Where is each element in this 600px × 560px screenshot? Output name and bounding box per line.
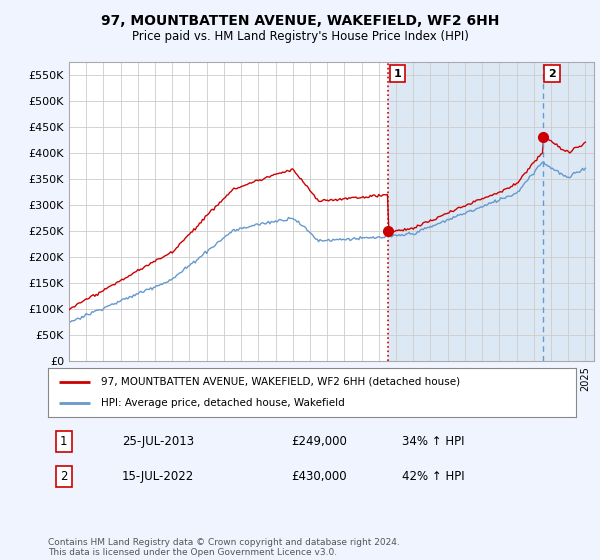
Text: 1: 1: [394, 68, 401, 78]
Text: 1: 1: [60, 435, 68, 448]
Text: 97, MOUNTBATTEN AVENUE, WAKEFIELD, WF2 6HH: 97, MOUNTBATTEN AVENUE, WAKEFIELD, WF2 6…: [101, 14, 499, 28]
Text: 42% ↑ HPI: 42% ↑ HPI: [402, 470, 464, 483]
Text: HPI: Average price, detached house, Wakefield: HPI: Average price, detached house, Wake…: [101, 398, 344, 408]
Text: 25-JUL-2013: 25-JUL-2013: [122, 435, 194, 448]
Text: Price paid vs. HM Land Registry's House Price Index (HPI): Price paid vs. HM Land Registry's House …: [131, 30, 469, 43]
Text: 2: 2: [548, 68, 556, 78]
Text: £249,000: £249,000: [291, 435, 347, 448]
Text: 34% ↑ HPI: 34% ↑ HPI: [402, 435, 464, 448]
Text: Contains HM Land Registry data © Crown copyright and database right 2024.
This d: Contains HM Land Registry data © Crown c…: [48, 538, 400, 557]
Text: 2: 2: [60, 470, 68, 483]
Text: 97, MOUNTBATTEN AVENUE, WAKEFIELD, WF2 6HH (detached house): 97, MOUNTBATTEN AVENUE, WAKEFIELD, WF2 6…: [101, 377, 460, 387]
Text: £430,000: £430,000: [291, 470, 347, 483]
Bar: [388, 62, 600, 361]
Text: 15-JUL-2022: 15-JUL-2022: [122, 470, 194, 483]
